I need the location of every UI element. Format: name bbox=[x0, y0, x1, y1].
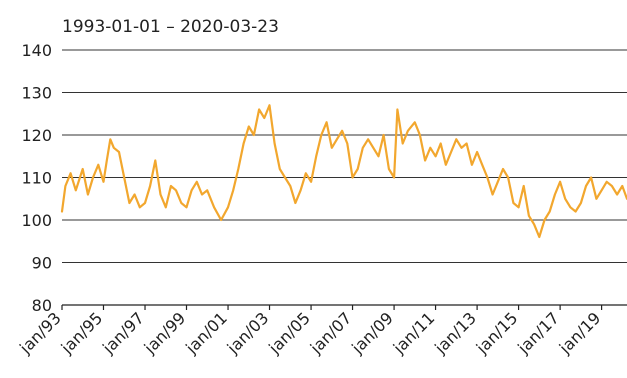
x-tick-label: jan/11 bbox=[389, 308, 439, 358]
x-tick-label: jan/17 bbox=[513, 308, 563, 358]
x-tick-label: jan/15 bbox=[472, 308, 522, 358]
x-axis: jan/93jan/95jan/97jan/99jan/01jan/03jan/… bbox=[15, 304, 627, 358]
y-tick-label: 110 bbox=[21, 169, 52, 188]
x-tick-label: jan/09 bbox=[347, 308, 397, 358]
x-tick-label: jan/99 bbox=[140, 308, 190, 358]
chart-subtitle: 1993-01-01 – 2020-03-23 bbox=[62, 17, 279, 37]
y-tick-label: 90 bbox=[32, 254, 52, 273]
y-tick-label: 140 bbox=[21, 41, 52, 60]
y-tick-label: 120 bbox=[21, 126, 52, 145]
series-layer bbox=[60, 104, 627, 239]
x-tick-label: jan/13 bbox=[430, 308, 480, 358]
x-tick-label: jan/19 bbox=[555, 308, 605, 358]
series-line-0 bbox=[60, 104, 627, 239]
y-axis-ticks: 80 90 100 110 120 130 140 bbox=[21, 41, 52, 315]
x-tick-label: jan/01 bbox=[181, 308, 231, 358]
x-tick-label: jan/05 bbox=[264, 308, 314, 358]
x-tick-label: jan/03 bbox=[223, 308, 273, 358]
y-tick-label: 80 bbox=[32, 296, 52, 315]
x-tick-label: jan/07 bbox=[306, 308, 356, 358]
x-tick-label: jan/93 bbox=[15, 308, 65, 358]
x-tick-label: jan/97 bbox=[98, 308, 148, 358]
y-tick-label: 130 bbox=[21, 84, 52, 103]
y-tick-label: 100 bbox=[21, 211, 52, 230]
grid-lines bbox=[62, 49, 627, 263]
x-tick-label: jan/95 bbox=[57, 308, 107, 358]
